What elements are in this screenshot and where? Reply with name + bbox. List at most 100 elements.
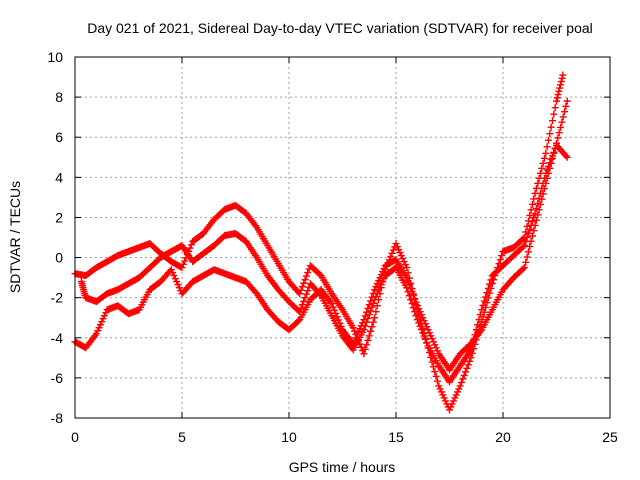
data-point: [421, 335, 429, 343]
data-point: [419, 329, 427, 337]
data-point: [519, 265, 527, 273]
data-point: [475, 316, 483, 324]
data-point: [463, 364, 471, 372]
data-point: [542, 169, 550, 177]
data-point: [542, 149, 550, 157]
data-point: [372, 308, 380, 316]
data-point: [540, 174, 548, 182]
data-point: [562, 152, 570, 160]
y-tick-label: 6: [55, 129, 63, 145]
data-point: [456, 382, 464, 390]
data-point: [186, 244, 194, 252]
data-point: [539, 179, 547, 187]
data-point: [524, 248, 532, 256]
data-point: [523, 234, 531, 241]
data-point: [462, 368, 470, 376]
data-point: [526, 211, 534, 219]
data-point: [416, 322, 424, 330]
data-point: [369, 318, 377, 326]
data-point: [530, 227, 538, 235]
data-point: [522, 238, 530, 246]
data-point: [361, 345, 369, 353]
data-point: [365, 311, 373, 319]
data-point: [561, 108, 569, 116]
data-point: [558, 118, 566, 126]
data-point: [412, 312, 420, 320]
data-point: [538, 184, 546, 192]
y-tick-label: -8: [51, 410, 64, 426]
data-point: [413, 316, 421, 324]
data-point: [387, 253, 395, 261]
data-point: [360, 326, 368, 334]
data-point: [522, 258, 530, 266]
data-markers: [71, 71, 571, 414]
data-point: [368, 323, 376, 331]
data-point: [298, 301, 306, 309]
data-point: [302, 290, 310, 298]
data-point: [407, 296, 415, 304]
data-point: [365, 332, 373, 340]
data-point: [301, 294, 309, 302]
grid: [74, 56, 611, 419]
data-point: [181, 257, 189, 265]
y-tick-label: 2: [55, 209, 63, 225]
data-point: [479, 301, 487, 309]
data-point: [563, 97, 571, 105]
data-point: [349, 324, 357, 332]
data-point: [302, 272, 310, 280]
data-point: [294, 317, 302, 325]
data-point: [562, 102, 570, 110]
data-point: [412, 298, 420, 306]
data-point: [187, 241, 195, 249]
data-point: [550, 110, 558, 118]
data-point: [555, 129, 563, 137]
data-point: [333, 313, 341, 321]
data-point: [550, 148, 558, 156]
y-tick-label: 8: [55, 89, 63, 105]
data-point: [304, 269, 312, 277]
data-point: [373, 302, 381, 310]
data-point: [304, 287, 312, 295]
data-point: [316, 290, 324, 298]
data-point: [433, 377, 441, 385]
data-point: [472, 326, 480, 334]
data-point: [329, 303, 337, 311]
data-point: [536, 189, 544, 197]
data-point: [548, 152, 556, 160]
data-point: [368, 303, 376, 311]
data-point: [520, 264, 528, 272]
data-point: [301, 276, 309, 284]
data-point: [555, 87, 563, 95]
data-point: [480, 297, 488, 305]
plot-frame: [74, 56, 611, 419]
data-point: [297, 304, 305, 312]
data-point: [476, 311, 484, 319]
chart-title: Day 021 of 2021, Sidereal Day-to-day VTE…: [87, 20, 593, 36]
data-point: [316, 270, 324, 278]
data-point: [519, 243, 527, 251]
data-point: [328, 300, 336, 308]
data-point: [523, 253, 531, 261]
data-point: [432, 372, 440, 380]
data-point: [483, 289, 491, 297]
x-axis-label: GPS time / hours: [289, 459, 396, 475]
x-tick-label: 5: [178, 429, 186, 445]
data-point: [404, 288, 412, 296]
data-point: [547, 155, 555, 163]
data-point: [496, 256, 504, 264]
x-tick-label: 10: [281, 429, 297, 445]
data-point: [559, 113, 567, 121]
data-point: [557, 123, 565, 131]
data-point: [532, 204, 540, 212]
data-point: [423, 339, 431, 347]
data-point: [464, 361, 472, 369]
data-point: [403, 284, 411, 292]
data-point: [551, 104, 559, 112]
data-point: [528, 200, 536, 208]
data-point: [415, 319, 423, 327]
data-point: [520, 242, 528, 250]
data-point: [296, 308, 304, 316]
data-point: [367, 307, 375, 315]
data-point: [429, 363, 437, 371]
data-point: [527, 221, 535, 229]
